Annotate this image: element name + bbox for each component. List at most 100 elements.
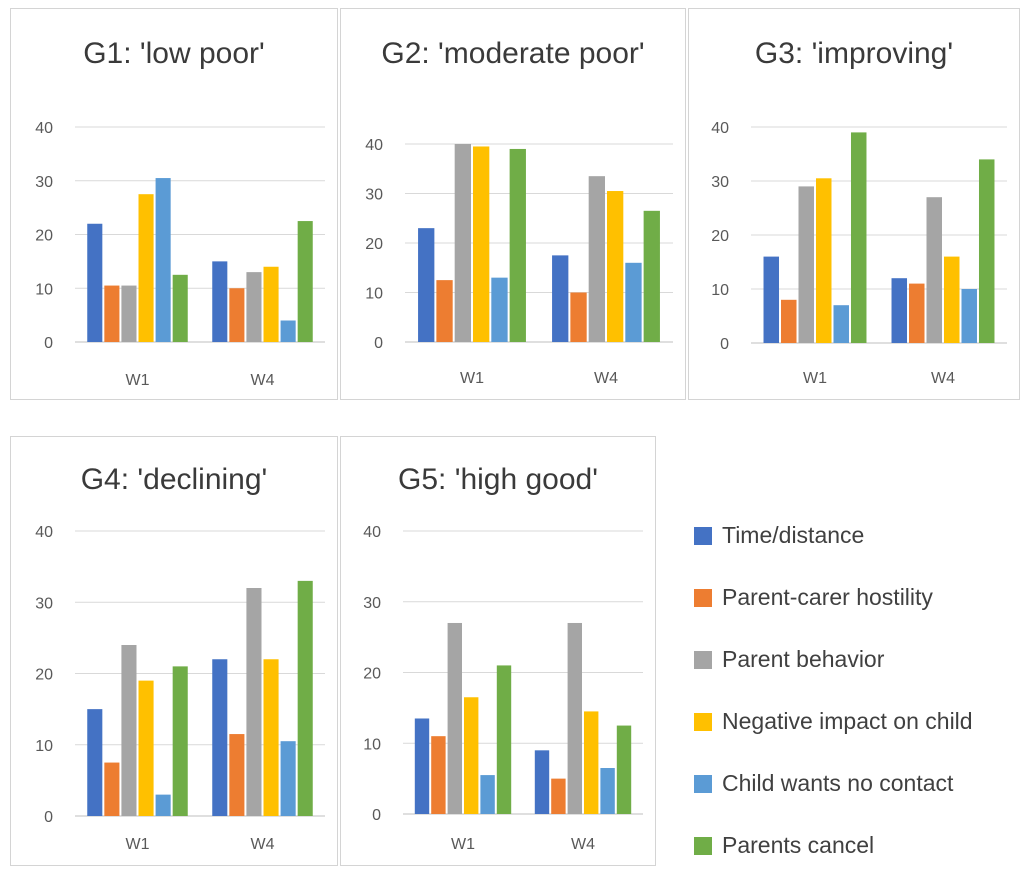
legend-item-parent-behavior: Parent behavior [694, 646, 884, 673]
bar [87, 709, 103, 816]
chart-plot: 0 10 20 30 40 W1 W4 [35, 524, 325, 853]
bar [172, 666, 188, 816]
chart-title: G4: 'declining' [80, 463, 268, 496]
x-tick-label: W4 [931, 370, 955, 387]
chart-title: G2: 'moderate poor' [381, 37, 645, 70]
bar [625, 262, 642, 342]
bar [552, 255, 569, 342]
legend-swatch [694, 774, 712, 793]
legend-swatch [694, 836, 712, 855]
bar [246, 588, 262, 816]
y-tick-label: 20 [711, 228, 729, 245]
bar [584, 711, 599, 814]
legend-label: Parent-carer hostility [722, 584, 933, 610]
legend-item-time-distance: Time/distance [694, 522, 864, 549]
y-tick-label: 40 [35, 120, 53, 137]
chart-panel-g3: G3: 'improving' 0 10 20 30 40 W1 W4 [688, 8, 1020, 400]
bar [473, 146, 490, 342]
legend-item-parent-carer-hostility: Parent-carer hostility [694, 584, 933, 611]
bar [138, 194, 154, 342]
chart-panel-g5: G5: 'high good' 0 10 20 30 40 W1 W4 [340, 436, 656, 866]
bar [961, 289, 977, 343]
y-tick-label: 0 [720, 336, 729, 353]
bar [229, 734, 245, 816]
y-tick-label: 0 [44, 335, 53, 352]
bar [643, 210, 660, 342]
bar [496, 665, 512, 814]
bar [121, 285, 137, 342]
bar [414, 718, 430, 814]
x-tick-label: W1 [126, 372, 150, 389]
bar [616, 725, 632, 814]
legend-swatch [694, 526, 712, 545]
bar [436, 280, 453, 342]
y-tick-label: 10 [365, 286, 383, 303]
y-tick-label: 30 [711, 174, 729, 191]
y-tick-label: 20 [363, 666, 381, 683]
bar [172, 274, 188, 342]
chart-plot: 0 10 20 30 40 W1 W4 [365, 137, 673, 387]
bar [297, 580, 313, 816]
y-tick-label: 30 [363, 595, 381, 612]
bar [763, 256, 780, 343]
chart-panel-g4: G4: 'declining' 0 10 20 30 40 W1 W4 [10, 436, 338, 866]
legend-item-child-no-contact: Child wants no contact [694, 770, 953, 797]
legend-label: Parents cancel [722, 832, 875, 858]
chart-plot: 0 10 20 30 40 W1 W4 [35, 120, 325, 389]
bar [297, 221, 313, 342]
bar [798, 186, 814, 343]
x-tick-label: W4 [571, 836, 595, 853]
y-tick-label: 0 [374, 335, 383, 352]
bar [138, 680, 154, 816]
bar [212, 659, 228, 816]
chart-panel-g2: G2: 'moderate poor' 0 10 20 30 40 W1 W4 [340, 8, 686, 400]
bar [570, 292, 587, 342]
y-tick-label: 10 [35, 281, 53, 298]
bar [978, 159, 995, 343]
legend-swatch [694, 650, 712, 669]
bar [447, 622, 462, 814]
bar [121, 645, 137, 816]
y-tick-label: 10 [363, 736, 381, 753]
legend-item-parents-cancel: Parents cancel [694, 832, 874, 859]
bar [833, 305, 849, 343]
bar [280, 320, 296, 342]
y-tick-label: 30 [35, 595, 53, 612]
x-tick-label: W1 [460, 370, 484, 387]
bar [280, 741, 296, 816]
bar [588, 176, 605, 342]
legend-swatch [694, 712, 712, 731]
bar [418, 228, 435, 342]
y-tick-label: 10 [35, 738, 53, 755]
chart-title: G5: 'high good' [398, 463, 598, 496]
bar [212, 261, 228, 342]
chart-plot: 0 10 20 30 40 W1 W4 [711, 120, 1007, 387]
bar [464, 697, 479, 814]
bar [944, 256, 960, 343]
x-tick-label: W1 [803, 370, 827, 387]
bar [480, 775, 495, 814]
bar [850, 132, 867, 343]
bar [104, 285, 120, 342]
legend-label: Time/distance [722, 522, 865, 548]
chart-title: G3: 'improving' [754, 37, 954, 70]
legend-swatch [694, 588, 712, 607]
x-tick-label: W4 [251, 836, 275, 853]
bar [551, 778, 566, 814]
bar [567, 622, 582, 814]
x-tick-label: W1 [451, 836, 475, 853]
y-tick-label: 20 [365, 236, 383, 253]
bar [229, 288, 245, 342]
bar [909, 283, 925, 343]
legend-label: Parent behavior [722, 646, 885, 672]
bar [816, 178, 832, 343]
y-tick-label: 30 [365, 187, 383, 204]
y-tick-label: 40 [365, 137, 383, 154]
bar [87, 223, 103, 342]
legend-label: Child wants no contact [722, 770, 954, 796]
bar [491, 277, 508, 342]
bar [891, 278, 908, 343]
bar [926, 197, 942, 343]
bar [600, 768, 615, 814]
bar [263, 659, 279, 816]
